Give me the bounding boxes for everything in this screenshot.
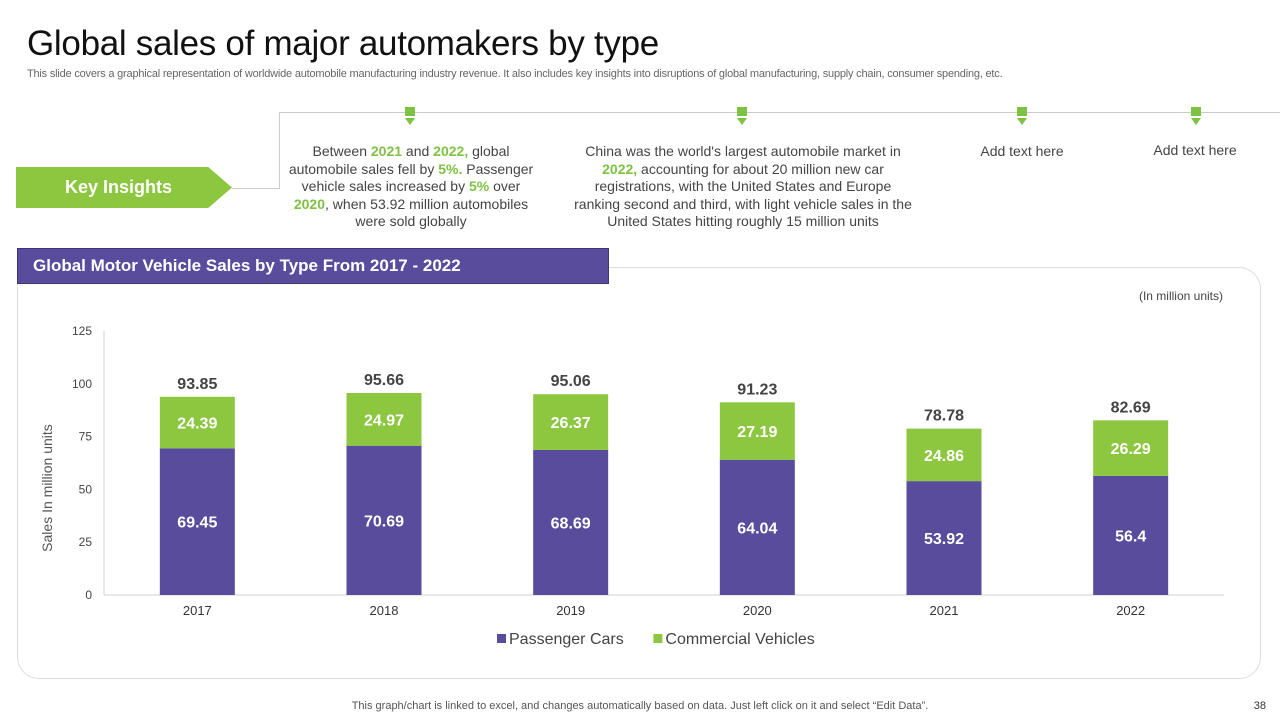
- bar-data-label: 24.39: [177, 416, 217, 433]
- legend-label: Commercial Vehicles: [665, 631, 814, 648]
- insights-top-rule: [279, 112, 1280, 113]
- bar-data-label: 24.97: [364, 412, 404, 429]
- bar-total-label: 95.06: [551, 373, 591, 390]
- bar-total-label: 95.66: [364, 372, 404, 389]
- insight-marker-1-icon: [405, 107, 415, 127]
- insight-marker-2-icon: [737, 107, 747, 127]
- bar-commercial-vehicles: [1093, 420, 1169, 476]
- bar-total-label: 93.85: [177, 376, 217, 393]
- insight-highlight: 2022,: [602, 160, 638, 177]
- bar-commercial-vehicles: [719, 402, 795, 460]
- bar-total-label: 82.69: [1111, 399, 1151, 416]
- x-tick-label: 2019: [556, 603, 585, 618]
- x-tick-label: 2020: [743, 603, 772, 618]
- footer-note: This graph/chart is linked to excel, and…: [351, 700, 929, 712]
- bar-data-label: 26.29: [1111, 441, 1151, 458]
- units-note: (In million units): [1138, 289, 1223, 303]
- insight-text-part: global automobile sales fell by: [288, 143, 510, 177]
- bar-commercial-vehicles: [346, 392, 422, 446]
- insight-text-part: over: [489, 178, 521, 194]
- y-tick-label: 0: [85, 588, 92, 602]
- bar-passenger-cars: [533, 449, 609, 595]
- chart-header-title: Global Motor Vehicle Sales by Type From …: [33, 256, 461, 275]
- x-tick-label: 2018: [370, 603, 399, 618]
- insights-connector: [232, 188, 280, 189]
- bar-data-label: 69.45: [177, 515, 217, 532]
- insight-text-part: accounting for about 20 million new car …: [574, 160, 912, 230]
- slide-title: Global sales of major automakers by type: [27, 24, 659, 63]
- slide-subtitle: This slide covers a graphical representa…: [27, 68, 1003, 80]
- y-tick-label: 50: [79, 482, 93, 496]
- chart-header: Global Motor Vehicle Sales by Type From …: [17, 248, 609, 284]
- bar-passenger-cars: [1093, 475, 1169, 595]
- insight-text-part: Add text here: [980, 143, 1064, 159]
- insight-text-3: Add text here: [952, 143, 1092, 161]
- x-tick-label: 2017: [183, 603, 212, 618]
- bar-commercial-vehicles: [533, 394, 609, 450]
- legend-label: Passenger Cars: [509, 631, 624, 648]
- bar-total-label: 91.23: [737, 381, 777, 398]
- bar-commercial-vehicles: [159, 396, 235, 449]
- insight-text-2: China was the world's largest automobile…: [573, 143, 913, 231]
- bar-data-label: 64.04: [737, 520, 777, 537]
- insight-text-part: , when 53.92 million automobiles were so…: [325, 195, 529, 230]
- key-insights-banner: Key Insights: [16, 167, 232, 208]
- bar-commercial-vehicles: [906, 428, 982, 482]
- insight-text-part: Add text here: [1153, 142, 1237, 158]
- bar-data-label: 26.37: [551, 415, 591, 432]
- insight-highlight: 5%: [468, 178, 490, 194]
- bar-passenger-cars: [159, 448, 235, 595]
- insights-left-rule: [279, 112, 280, 189]
- bar-data-label: 53.92: [924, 531, 964, 548]
- bar-passenger-cars: [906, 481, 982, 595]
- insight-marker-3-icon: [1017, 107, 1027, 127]
- y-tick-label: 75: [79, 430, 93, 444]
- legend-swatch-passenger: [497, 634, 506, 643]
- bar-data-label: 24.86: [924, 448, 964, 465]
- bar-total-label: 78.78: [924, 408, 964, 425]
- x-tick-label: 2022: [1116, 603, 1145, 618]
- bar-passenger-cars: [346, 445, 422, 595]
- insight-highlight: 5%.: [438, 160, 463, 177]
- insight-text-4: Add text here: [1125, 142, 1265, 160]
- chart-panel: [17, 267, 1261, 679]
- x-tick-label: 2021: [930, 603, 959, 618]
- y-axis-title: Sales In million units: [39, 424, 55, 552]
- insight-highlight: 2021: [370, 143, 403, 159]
- insight-highlight: 2020: [293, 195, 326, 212]
- insight-highlight: 2022,: [433, 143, 469, 159]
- insight-text-part: and: [402, 143, 434, 159]
- bar-data-label: 56.4: [1115, 528, 1146, 545]
- key-insights-label: Key Insights: [64, 177, 173, 197]
- bar-passenger-cars: [719, 459, 795, 595]
- bar-data-label: 68.69: [551, 515, 591, 532]
- insight-text-part: China was the world's largest automobile…: [585, 143, 901, 159]
- y-tick-label: 125: [72, 324, 92, 338]
- y-tick-label: 100: [72, 377, 92, 391]
- bar-data-label: 27.19: [737, 424, 777, 441]
- legend-swatch-commercial: [653, 634, 663, 643]
- insight-marker-4-icon: [1191, 107, 1201, 127]
- insight-text-part: Between: [312, 143, 371, 159]
- y-tick-label: 25: [79, 535, 93, 549]
- insight-text-part: Passenger vehicle sales increased by: [301, 160, 534, 195]
- page-number: 38: [1253, 700, 1266, 712]
- bar-data-label: 70.69: [364, 513, 404, 530]
- insight-text-1: Between 2021 and 2022, global automobile…: [286, 143, 536, 231]
